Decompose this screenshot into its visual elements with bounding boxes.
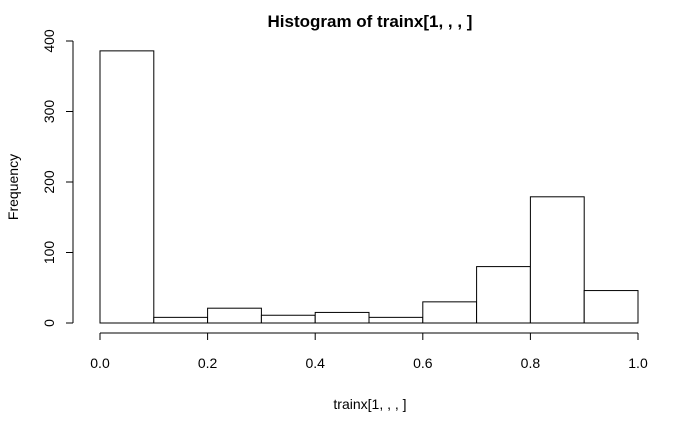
x-tick-label-4: 0.8: [521, 355, 541, 371]
y-tick-label-3: 300: [41, 100, 57, 124]
x-tick-label-5: 1.0: [628, 355, 648, 371]
y-axis-label: Frequency: [5, 154, 21, 220]
histogram-bar-2: [207, 307, 262, 324]
histogram-bar-7: [476, 266, 531, 324]
histogram-bar-9: [583, 290, 639, 324]
histogram-bar-0: [99, 50, 155, 324]
y-tick-label-0: 0: [41, 319, 57, 327]
x-tick-label-2: 0.4: [305, 355, 325, 371]
y-tick-label-1: 100: [41, 241, 57, 265]
x-tick-label-3: 0.6: [413, 355, 433, 371]
histogram-bar-5: [368, 316, 424, 324]
x-tick-label-0: 0.0: [90, 355, 110, 371]
histogram-bar-1: [153, 316, 209, 324]
y-tick-label-4: 400: [41, 29, 57, 53]
histogram-bar-8: [529, 196, 585, 324]
histogram-bar-4: [314, 311, 370, 324]
x-axis-ticks: 0.0 0.2 0.4 0.6 0.8 1.0: [90, 333, 648, 371]
y-tick-label-2: 200: [41, 170, 57, 194]
y-axis-ticks: 0 100 200 300 400: [41, 29, 73, 327]
histogram-bar-3: [260, 314, 316, 324]
x-tick-label-1: 0.2: [198, 355, 218, 371]
histogram-bar-6: [422, 301, 478, 324]
bars-group: [99, 50, 639, 324]
chart-title: Histogram of trainx[1, , , ]: [268, 12, 473, 31]
x-axis-label: trainx[1, , , ]: [333, 396, 406, 412]
